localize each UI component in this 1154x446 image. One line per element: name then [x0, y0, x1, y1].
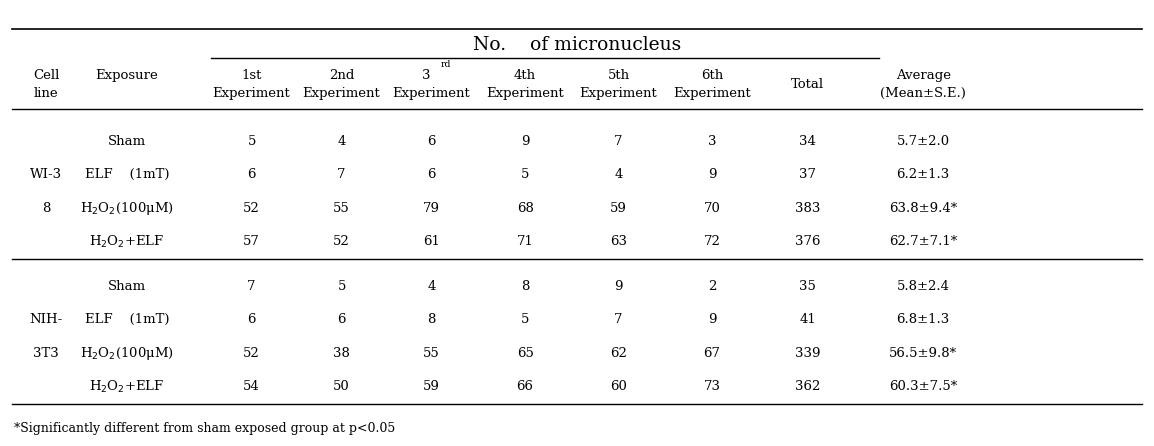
Text: 6.8±1.3: 6.8±1.3 [897, 313, 950, 326]
Text: Sham: Sham [107, 280, 147, 293]
Text: 5.8±2.4: 5.8±2.4 [897, 280, 950, 293]
Text: 60.3±7.5*: 60.3±7.5* [889, 380, 958, 393]
Text: 6: 6 [427, 135, 436, 148]
Text: line: line [33, 87, 59, 100]
Text: 50: 50 [334, 380, 350, 393]
Text: 6: 6 [337, 313, 346, 326]
Text: 9: 9 [614, 280, 623, 293]
Text: 383: 383 [795, 202, 820, 215]
Text: 56.5±9.8*: 56.5±9.8* [889, 347, 958, 360]
Text: 8: 8 [427, 313, 436, 326]
Text: Experiment: Experiment [392, 87, 471, 100]
Text: 71: 71 [517, 235, 533, 248]
Text: 3: 3 [421, 69, 430, 83]
Text: 62.7±7.1*: 62.7±7.1* [889, 235, 958, 248]
Text: 55: 55 [334, 202, 350, 215]
Text: 8: 8 [42, 202, 51, 215]
Text: Exposure: Exposure [96, 69, 158, 83]
Text: WI-3: WI-3 [30, 168, 62, 182]
Text: Average: Average [896, 69, 951, 83]
Text: Experiment: Experiment [486, 87, 564, 100]
Text: *Significantly different from sham exposed group at p<0.05: *Significantly different from sham expos… [14, 421, 395, 435]
Text: 63: 63 [610, 235, 627, 248]
Text: 63.8±9.4*: 63.8±9.4* [889, 202, 958, 215]
Text: 6: 6 [427, 168, 436, 182]
Text: 5th: 5th [607, 69, 630, 83]
Text: 9: 9 [707, 168, 717, 182]
Text: 38: 38 [334, 347, 350, 360]
Text: 5: 5 [337, 280, 346, 293]
Text: NIH-: NIH- [30, 313, 62, 326]
Text: H$_2$O$_2$+ELF: H$_2$O$_2$+ELF [89, 234, 165, 250]
Text: H$_2$O$_2$+ELF: H$_2$O$_2$+ELF [89, 379, 165, 395]
Text: 52: 52 [243, 202, 260, 215]
Text: 79: 79 [424, 202, 440, 215]
Text: No.    of micronucleus: No. of micronucleus [473, 36, 681, 54]
Text: 6: 6 [247, 168, 256, 182]
Text: 5.7±2.0: 5.7±2.0 [897, 135, 950, 148]
Text: rd: rd [440, 60, 451, 69]
Text: 4: 4 [427, 280, 436, 293]
Text: 57: 57 [243, 235, 260, 248]
Text: ELF    (1mT): ELF (1mT) [84, 313, 170, 326]
Text: 376: 376 [795, 235, 820, 248]
Text: 7: 7 [337, 168, 346, 182]
Text: Cell: Cell [33, 69, 59, 83]
Text: 7: 7 [247, 280, 256, 293]
Text: 54: 54 [243, 380, 260, 393]
Text: H$_2$O$_2$(100μM): H$_2$O$_2$(100μM) [80, 200, 174, 217]
Text: 37: 37 [800, 168, 816, 182]
Text: 60: 60 [610, 380, 627, 393]
Text: 2: 2 [707, 280, 717, 293]
Text: H$_2$O$_2$(100μM): H$_2$O$_2$(100μM) [80, 345, 174, 362]
Text: 6th: 6th [700, 69, 724, 83]
Text: 9: 9 [520, 135, 530, 148]
Text: 339: 339 [795, 347, 820, 360]
Text: 65: 65 [517, 347, 533, 360]
Text: 62: 62 [610, 347, 627, 360]
Text: Sham: Sham [107, 135, 147, 148]
Text: 61: 61 [424, 235, 440, 248]
Text: Experiment: Experiment [212, 87, 291, 100]
Text: 8: 8 [520, 280, 530, 293]
Text: 3T3: 3T3 [33, 347, 59, 360]
Text: 41: 41 [800, 313, 816, 326]
Text: 73: 73 [704, 380, 720, 393]
Text: 66: 66 [517, 380, 533, 393]
Text: 9: 9 [707, 313, 717, 326]
Text: 55: 55 [424, 347, 440, 360]
Text: 1st: 1st [241, 69, 262, 83]
Text: 7: 7 [614, 313, 623, 326]
Text: 3: 3 [707, 135, 717, 148]
Text: 4: 4 [337, 135, 346, 148]
Text: 52: 52 [334, 235, 350, 248]
Text: 34: 34 [800, 135, 816, 148]
Text: 7: 7 [614, 135, 623, 148]
Text: 362: 362 [795, 380, 820, 393]
Text: 59: 59 [610, 202, 627, 215]
Text: 52: 52 [243, 347, 260, 360]
Text: 35: 35 [800, 280, 816, 293]
Text: Experiment: Experiment [302, 87, 381, 100]
Text: 72: 72 [704, 235, 720, 248]
Text: Experiment: Experiment [673, 87, 751, 100]
Text: 5: 5 [247, 135, 256, 148]
Text: 6.2±1.3: 6.2±1.3 [897, 168, 950, 182]
Text: 4th: 4th [514, 69, 537, 83]
Text: 4: 4 [614, 168, 623, 182]
Text: Experiment: Experiment [579, 87, 658, 100]
Text: 70: 70 [704, 202, 720, 215]
Text: 5: 5 [520, 313, 530, 326]
Text: ELF    (1mT): ELF (1mT) [84, 168, 170, 182]
Text: 59: 59 [424, 380, 440, 393]
Text: 68: 68 [517, 202, 533, 215]
Text: 5: 5 [520, 168, 530, 182]
Text: (Mean±S.E.): (Mean±S.E.) [881, 87, 966, 100]
Text: 2nd: 2nd [329, 69, 354, 83]
Text: 67: 67 [704, 347, 720, 360]
Text: 6: 6 [247, 313, 256, 326]
Text: Total: Total [792, 78, 824, 91]
